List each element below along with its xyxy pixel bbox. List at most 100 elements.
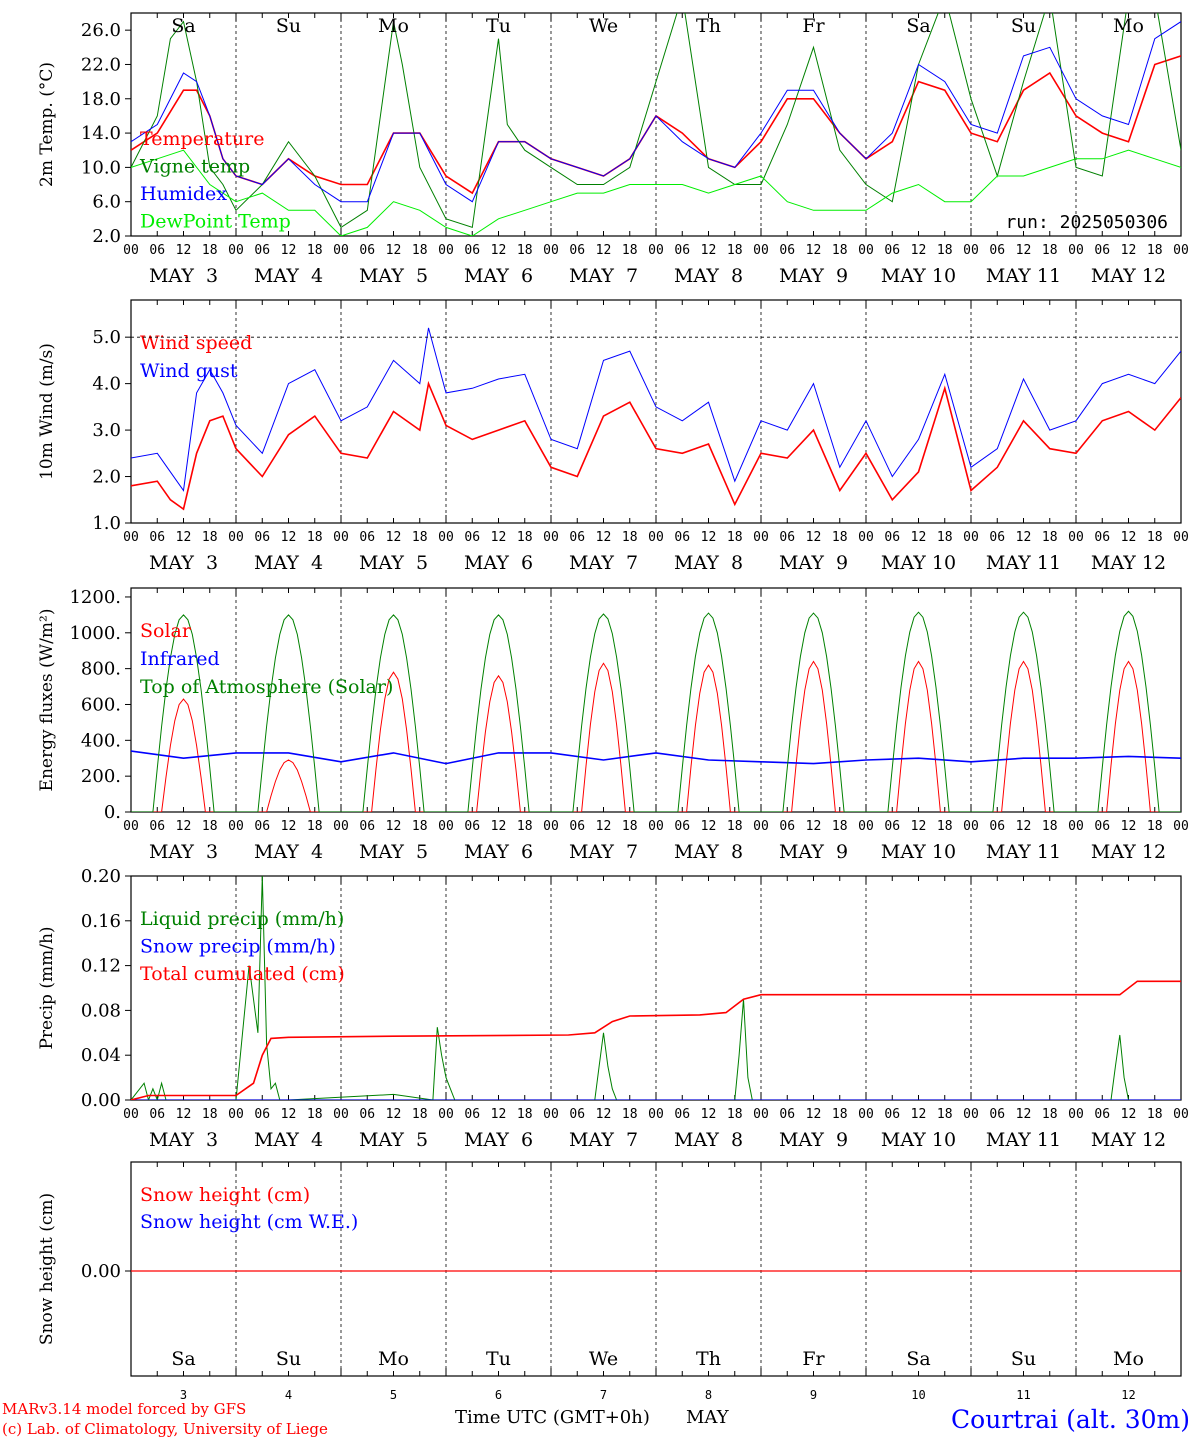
- y-tick-label: 1000.: [69, 623, 121, 644]
- x-hour-label: 12: [281, 819, 297, 834]
- x-hour-label: 00: [1068, 530, 1084, 545]
- x-hour-label: 06: [674, 530, 690, 545]
- x-hour-label: 12: [701, 530, 717, 545]
- x-hour-label: 12: [911, 819, 927, 834]
- day-name-top: Mo: [1113, 15, 1144, 37]
- x-hour-label: 18: [622, 1107, 638, 1122]
- series-line-humidex: [131, 21, 1181, 203]
- y-axis-label: Energy fluxes (W/m²): [37, 609, 57, 792]
- x-hour-label: 00: [438, 819, 454, 834]
- legend-entry: Liquid precip (mm/h): [140, 908, 344, 930]
- x-hour-label: 18: [202, 530, 218, 545]
- x-hour-label: 18: [1042, 243, 1058, 258]
- x-hour-label: 18: [727, 530, 743, 545]
- day-name-top: We: [589, 15, 618, 37]
- x-hour-label: 00: [753, 530, 769, 545]
- day-number: 4: [285, 1388, 292, 1402]
- x-hour-label: 12: [176, 1107, 192, 1122]
- x-hour-label: 12: [491, 243, 507, 258]
- panel-frame: [130, 299, 1182, 524]
- y-tick-label: 14.0: [81, 123, 121, 144]
- x-hour-label: 00: [858, 243, 874, 258]
- x-date-label: MAY 12: [1091, 265, 1166, 287]
- x-hour-label: 18: [727, 243, 743, 258]
- y-tick-label: 2.0: [92, 226, 121, 247]
- legend-entry: Solar: [140, 620, 192, 642]
- x-hour-label: 12: [176, 243, 192, 258]
- series-group: [131, 327, 1181, 511]
- x-hour-label: 06: [359, 243, 375, 258]
- x-hour-label: 06: [779, 819, 795, 834]
- x-hour-label: 06: [674, 819, 690, 834]
- x-date-label: MAY 7: [569, 552, 638, 574]
- x-hour-label: 00: [333, 530, 349, 545]
- y-tick-label: 1200.: [69, 587, 121, 608]
- x-hour-label: 00: [333, 243, 349, 258]
- x-hour-label: 06: [989, 1107, 1005, 1122]
- y-tick-label: 22.0: [81, 54, 121, 75]
- x-hour-label: 00: [1173, 819, 1189, 834]
- legend-entry: Snow height (cm W.E.): [140, 1211, 358, 1233]
- x-hour-label: 06: [884, 819, 900, 834]
- x-hour-label: 18: [832, 243, 848, 258]
- x-hour-label: 06: [1094, 1107, 1110, 1122]
- x-hour-label: 18: [622, 819, 638, 834]
- x-hour-label: 00: [228, 243, 244, 258]
- x-hour-label: 00: [438, 530, 454, 545]
- x-hour-label: 12: [281, 1107, 297, 1122]
- y-tick-label: 800.: [81, 659, 121, 680]
- day-name-top: Mo: [378, 15, 409, 37]
- x-hour-label: 00: [438, 1107, 454, 1122]
- series-line-liquid-precip-mm-h-: [131, 876, 1129, 1100]
- x-hour-label: 12: [806, 819, 822, 834]
- x-hour-label: 00: [648, 819, 664, 834]
- legend-entry: Top of Atmosphere (Solar): [140, 676, 393, 698]
- y-axis-label: Snow height (cm): [37, 1193, 57, 1345]
- x-hour-label: 12: [281, 243, 297, 258]
- x-hour-label: 12: [176, 819, 192, 834]
- day-name-bottom: Sa: [171, 1348, 195, 1370]
- y-tick-label: 0.00: [81, 1090, 121, 1111]
- x-hour-label: 06: [779, 243, 795, 258]
- x-hour-label: 12: [386, 530, 402, 545]
- day-name-bottom: Su: [276, 1348, 301, 1370]
- x-hour-label: 18: [202, 819, 218, 834]
- x-date-label: MAY 6: [464, 1129, 533, 1151]
- x-hour-label: 06: [569, 530, 585, 545]
- x-hour-label: 18: [412, 243, 428, 258]
- y-tick-label: 4.0: [92, 374, 121, 395]
- x-date-label: MAY 8: [674, 552, 743, 574]
- x-hour-label: 06: [464, 819, 480, 834]
- x-hour-label: 18: [1042, 530, 1058, 545]
- x-hour-label: 00: [123, 243, 139, 258]
- day-number: 12: [1121, 1388, 1135, 1402]
- x-date-label: MAY 12: [1091, 552, 1166, 574]
- legend-entry: Vigne temp: [139, 156, 250, 178]
- x-hour-label: 18: [1147, 1107, 1163, 1122]
- series-line-wind-gust: [131, 327, 1181, 492]
- x-hour-label: 12: [386, 1107, 402, 1122]
- x-hour-label: 18: [307, 530, 323, 545]
- x-hour-label: 00: [858, 530, 874, 545]
- y-tick-label: 10.0: [81, 157, 121, 178]
- day-number: 6: [495, 1388, 502, 1402]
- x-hour-label: 06: [569, 1107, 585, 1122]
- x-hour-label: 00: [648, 530, 664, 545]
- x-date-label: MAY 5: [359, 265, 428, 287]
- x-hour-label: 12: [281, 530, 297, 545]
- x-hour-label: 18: [517, 243, 533, 258]
- day-name-top: Fr: [802, 15, 825, 37]
- x-hour-label: 18: [622, 530, 638, 545]
- x-hour-label: 00: [123, 819, 139, 834]
- x-hour-label: 06: [779, 1107, 795, 1122]
- x-hour-label: 12: [911, 530, 927, 545]
- x-date-label: MAY 11: [986, 841, 1061, 863]
- x-axis-month: MAY: [686, 1407, 730, 1428]
- x-hour-label: 00: [438, 243, 454, 258]
- day-name-top: Sa: [906, 15, 930, 37]
- legend-entry: Infrared: [140, 648, 220, 670]
- y-tick-label: 1.0: [92, 513, 121, 534]
- x-hour-label: 18: [517, 1107, 533, 1122]
- x-date-label: MAY 8: [674, 1129, 743, 1151]
- day-name-bottom: Mo: [378, 1348, 409, 1370]
